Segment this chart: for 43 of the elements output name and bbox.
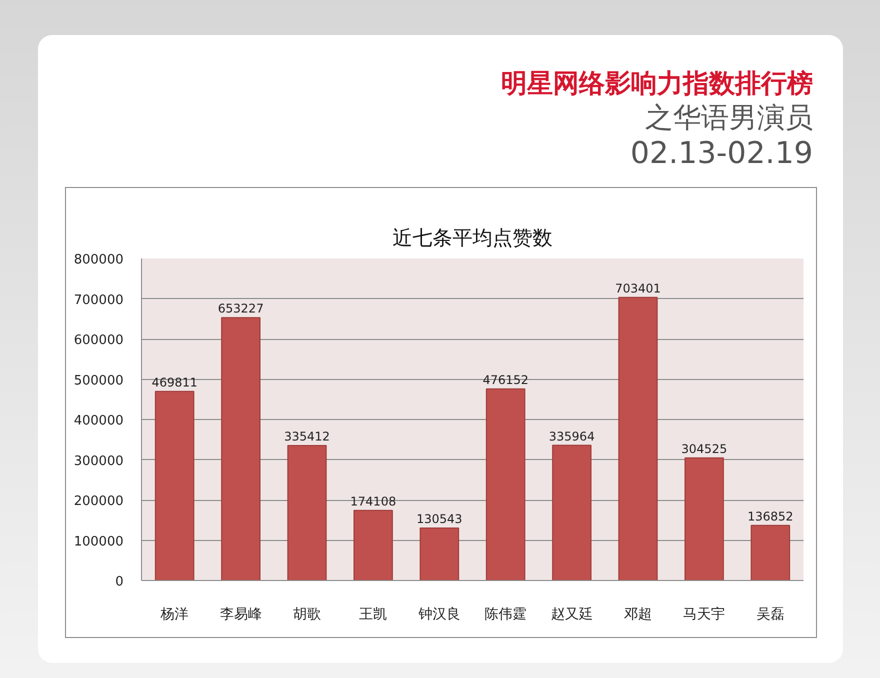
y-tick-label: 800000	[74, 252, 124, 268]
bar	[684, 457, 724, 580]
bar	[750, 524, 790, 580]
bar	[618, 296, 658, 580]
y-tick-label: 200000	[74, 494, 124, 509]
x-tick-label: 钟汉良	[417, 606, 460, 622]
data-label: 653227	[218, 302, 264, 316]
x-tick-label: 杨洋	[160, 606, 189, 622]
data-label: 136852	[747, 509, 794, 524]
bar	[221, 317, 260, 580]
chart-title: 近七条平均点赞数	[392, 226, 552, 250]
x-tick-label: 胡歌	[293, 606, 321, 622]
x-tick-label: 陈伟霆	[484, 606, 527, 622]
text: 明星网络影响力指数排行榜	[500, 68, 813, 100]
y-tick-label: 700000	[74, 292, 124, 308]
y-tick-label: 600000	[74, 333, 124, 348]
bar	[354, 510, 393, 580]
data-label: 476152	[482, 372, 529, 387]
y-tick-label: 400000	[74, 414, 124, 428]
data-label: 335964	[548, 429, 595, 444]
bar	[154, 390, 194, 580]
data-label: 469811	[152, 375, 198, 390]
bar	[552, 444, 592, 580]
y-tick-label: 100000	[74, 534, 124, 550]
text: 02.13-02.19	[629, 136, 813, 172]
bar	[486, 388, 526, 580]
data-label: 304525	[681, 442, 728, 456]
data-label: 174108	[350, 494, 396, 508]
x-tick-label: 李易峰	[220, 606, 262, 622]
x-tick-label: 邓超	[624, 606, 652, 622]
x-tick-label: 王凯	[359, 606, 388, 622]
y-tick-label: 300000	[74, 454, 124, 469]
text: 之华语男演员	[644, 100, 813, 136]
y-tick-label: 0	[115, 574, 124, 590]
data-label: 335412	[284, 429, 330, 444]
x-tick-label: 赵又廷	[550, 606, 593, 622]
x-tick-label: 马天宇	[683, 606, 726, 622]
bar	[287, 444, 327, 580]
data-label: 703401	[615, 281, 661, 296]
bar	[420, 527, 460, 580]
x-tick-label: 吴磊	[756, 606, 784, 622]
data-label: 130543	[416, 512, 462, 526]
y-tick-label: 500000	[74, 373, 124, 388]
